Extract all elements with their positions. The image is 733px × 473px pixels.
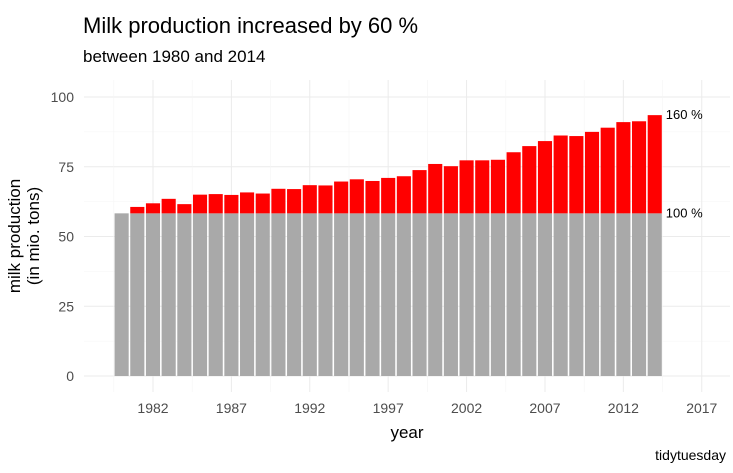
bar-baseline <box>114 213 129 376</box>
x-axis-title: year <box>390 423 423 442</box>
y-tick-label: 50 <box>58 229 74 245</box>
x-tick-label: 1992 <box>294 400 325 416</box>
bar-increase <box>255 193 270 214</box>
bar-increase <box>506 152 521 214</box>
reference-label: 160 % <box>666 107 703 122</box>
bar-baseline <box>459 213 474 376</box>
bar-increase <box>224 194 239 214</box>
bar-baseline <box>365 213 380 376</box>
y-tick-label: 25 <box>58 298 74 314</box>
reference-label: 100 % <box>666 205 703 220</box>
bar-increase <box>130 206 145 214</box>
bar-increase <box>334 181 349 214</box>
bar-baseline <box>161 213 176 376</box>
x-axis-ticks: 1982 1987 1992 1997 2002 2007 2012 2017 <box>137 400 717 416</box>
bar-baseline <box>287 213 302 376</box>
bar-baseline <box>334 213 349 376</box>
bar-baseline <box>475 213 490 376</box>
bar-baseline <box>130 213 145 376</box>
bar-increase <box>522 146 537 214</box>
bar-increase <box>161 198 176 214</box>
bar-increase <box>647 115 662 214</box>
bar-increase <box>287 189 302 214</box>
bar-increase <box>381 177 396 214</box>
bar-increase <box>537 141 553 214</box>
x-tick-label: 1987 <box>216 400 247 416</box>
bar-baseline <box>569 213 584 376</box>
x-tick-label: 1997 <box>373 400 404 416</box>
bar-increase <box>318 185 333 214</box>
bar-increase <box>208 194 223 214</box>
bar-baseline <box>584 213 600 376</box>
bar-baseline <box>240 213 255 376</box>
bar-baseline <box>145 213 161 376</box>
x-tick-label: 1982 <box>137 400 168 416</box>
bar-baseline <box>255 213 270 376</box>
bars <box>114 115 662 376</box>
bar-increase <box>475 160 490 214</box>
bar-increase <box>349 179 364 214</box>
bar-baseline <box>208 213 223 376</box>
bar-increase <box>396 176 411 214</box>
y-axis-title-line-2: (in mio. tons) <box>24 187 43 285</box>
bar-increase <box>632 121 647 214</box>
y-axis-ticks: 0 25 50 75 100 <box>51 89 75 384</box>
x-tick-label: 2017 <box>686 400 717 416</box>
bar-baseline <box>271 213 286 376</box>
bar-baseline <box>506 213 521 376</box>
bar-baseline <box>177 213 192 376</box>
bar-baseline <box>381 213 396 376</box>
bar-increase <box>271 188 286 214</box>
bar-baseline <box>224 213 239 376</box>
bar-increase <box>553 135 568 214</box>
bar-increase <box>428 163 443 214</box>
bar-baseline <box>443 213 458 376</box>
bar-baseline <box>537 213 553 376</box>
x-tick-label: 2007 <box>529 400 560 416</box>
bar-baseline <box>647 213 662 376</box>
bar-baseline <box>616 213 631 376</box>
bar-increase <box>443 166 458 214</box>
bar-baseline <box>522 213 537 376</box>
bar-baseline <box>600 213 615 376</box>
bar-increase <box>584 131 600 214</box>
bar-baseline <box>349 213 364 376</box>
bar-baseline <box>302 213 317 376</box>
bar-increase <box>412 170 427 214</box>
bar-increase <box>240 192 255 214</box>
bar-baseline <box>632 213 647 376</box>
bar-increase <box>177 204 192 214</box>
y-tick-label: 100 <box>51 89 75 105</box>
bar-baseline <box>318 213 333 376</box>
bar-baseline <box>192 213 208 376</box>
bar-baseline <box>428 213 443 376</box>
bar-increase <box>145 203 161 214</box>
bar-baseline <box>490 213 505 376</box>
y-tick-label: 0 <box>66 368 74 384</box>
chart-title: Milk production increased by 60 % <box>83 13 418 38</box>
bar-baseline <box>396 213 411 376</box>
x-tick-label: 2012 <box>608 400 639 416</box>
bar-increase <box>600 127 615 214</box>
y-axis-title-line-1: milk production <box>5 179 24 293</box>
bar-increase <box>192 194 208 214</box>
bar-increase <box>459 160 474 214</box>
y-tick-label: 75 <box>58 159 74 175</box>
bar-increase <box>569 136 584 214</box>
bar-increase <box>616 122 631 214</box>
chart-subtitle: between 1980 and 2014 <box>83 47 265 66</box>
bar-baseline <box>412 213 427 376</box>
chart-caption: tidytuesday <box>655 447 726 463</box>
bar-increase <box>302 185 317 214</box>
bar-baseline <box>553 213 568 376</box>
reference-labels: 160 % 100 % <box>666 107 703 220</box>
bar-increase <box>490 159 505 214</box>
bar-increase <box>365 180 380 214</box>
x-tick-label: 2002 <box>451 400 482 416</box>
